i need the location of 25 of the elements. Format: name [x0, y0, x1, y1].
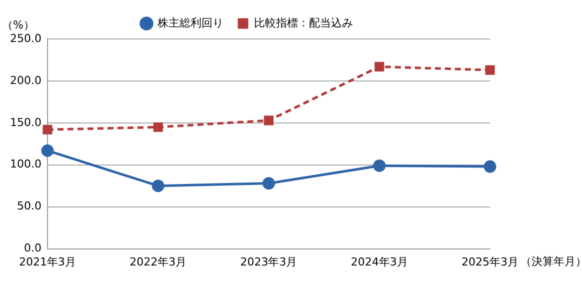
point — [152, 180, 164, 192]
x-axis-title: （決算年月） — [520, 255, 582, 268]
legend-label: 比較指標：配当込み — [254, 16, 353, 30]
point — [373, 159, 386, 172]
point — [484, 160, 496, 173]
point — [262, 177, 275, 190]
x-tick-label: 2022年3月 — [130, 255, 187, 268]
y-tick-label: 100.0 — [10, 158, 42, 171]
y-tick-label: 150.0 — [10, 116, 42, 129]
point — [153, 122, 163, 132]
legend-label: 株主総利回り — [156, 16, 224, 30]
x-tick-label: 2023年3月 — [240, 255, 298, 268]
y-axis-title: （%） — [2, 18, 34, 32]
point — [374, 62, 384, 72]
y-tick-label: 250.0 — [10, 32, 42, 45]
point — [42, 124, 52, 134]
x-tick-label: 2025年3月 — [462, 255, 518, 268]
y-tick-label: 0.0 — [24, 242, 42, 255]
point — [264, 116, 274, 126]
point — [41, 144, 54, 157]
x-tick-label: 2024年3月 — [350, 255, 408, 268]
y-tick-label: 200.0 — [10, 74, 42, 87]
point — [485, 65, 495, 75]
x-tick-label: 2021年3月 — [18, 255, 76, 268]
y-tick-label: 50.0 — [16, 200, 42, 213]
